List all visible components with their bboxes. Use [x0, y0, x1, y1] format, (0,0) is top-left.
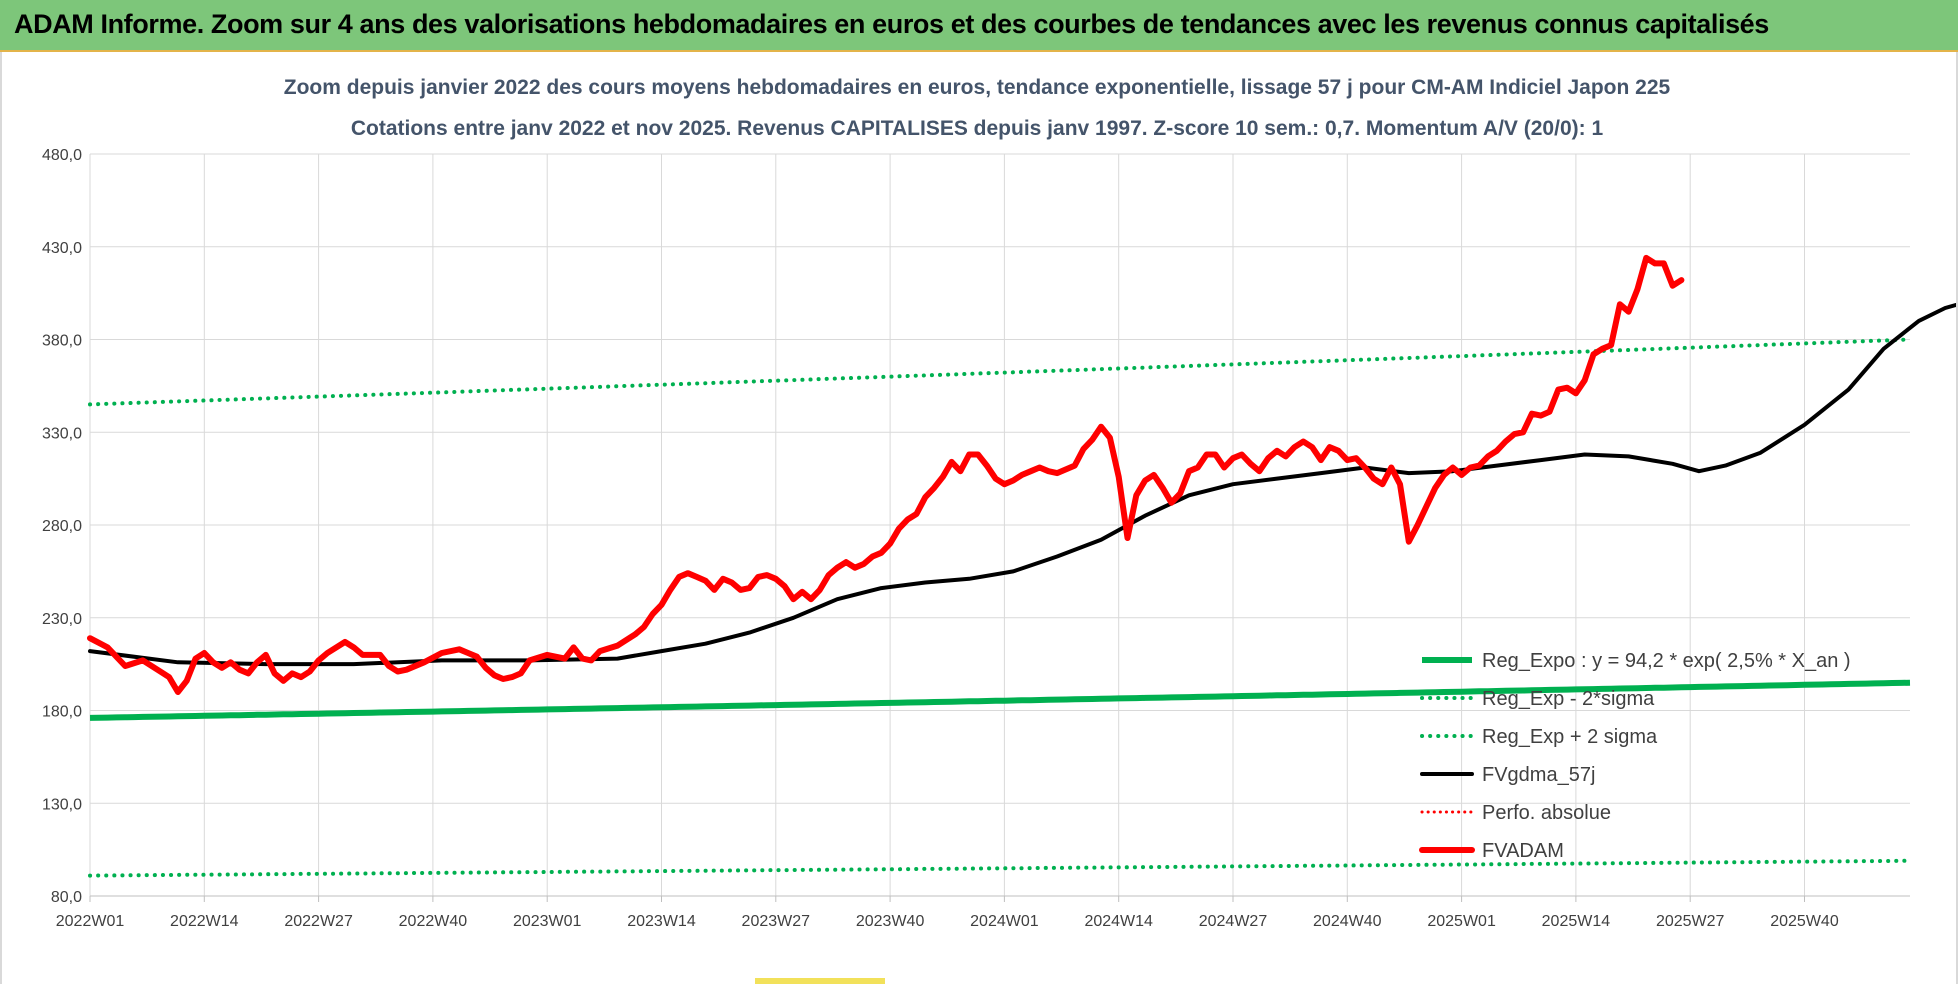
x-tick-label: 2025W01	[1427, 913, 1496, 930]
legend-label: Perfo. absolue	[1482, 802, 1611, 824]
x-tick-label: 2024W14	[1084, 913, 1153, 930]
x-axis-tick-labels: 2022W01 2022W14 2022W27 2022W40 2023W01 2023W…	[56, 913, 1839, 930]
y-tick-label: 80,0	[51, 889, 82, 906]
x-tick-label: 2025W27	[1656, 913, 1725, 930]
x-tick-label: 2023W40	[856, 913, 925, 930]
legend-label: FVADAM	[1482, 840, 1564, 862]
grid	[89, 153, 1910, 902]
x-tick-label: 2022W27	[284, 913, 353, 930]
series-line-reg_exp	[88, 858, 1912, 878]
x-tick-label: 2024W27	[1199, 913, 1268, 930]
line-chart: Zoom depuis janvier 2022 des cours moyen…	[42, 76, 1956, 930]
series-line-fvadam	[87, 254, 1685, 695]
x-tick-label: 2022W14	[170, 913, 239, 930]
x-tick-label: 2025W40	[1770, 913, 1839, 930]
y-tick-label: 330,0	[42, 425, 82, 442]
x-tick-label: 2022W01	[56, 913, 125, 930]
x-tick-label: 2024W40	[1313, 913, 1382, 930]
x-tick-label: 2023W27	[742, 913, 811, 930]
x-tick-label: 2022W40	[399, 913, 468, 930]
y-tick-label: 230,0	[42, 611, 82, 628]
bottom-accent-bar	[755, 978, 885, 984]
y-tick-label: 380,0	[42, 333, 82, 350]
x-tick-label: 2023W01	[513, 913, 582, 930]
legend-label: Reg_Expo : y = 94,2 * exp( 2,5% * X_an )	[1482, 650, 1851, 672]
legend: Reg_Expo : y = 94,2 * exp( 2,5% * X_an )…	[1419, 650, 1851, 862]
series-line-reg_exp	[88, 337, 1912, 407]
y-tick-label: 180,0	[42, 704, 82, 721]
legend-label: FVgdma_57j	[1482, 764, 1595, 786]
chart-subtitle: Cotations entre janv 2022 et nov 2025. R…	[351, 117, 1604, 140]
chart-area: Zoom depuis janvier 2022 des cours moyen…	[0, 52, 1958, 984]
x-tick-label: 2023W14	[627, 913, 696, 930]
y-tick-label: 130,0	[42, 796, 82, 813]
series-line-fvgdma_57j	[88, 302, 1956, 667]
x-tick-label: 2024W01	[970, 913, 1039, 930]
y-tick-label: 280,0	[42, 518, 82, 535]
legend-label: Reg_Exp + 2 sigma	[1482, 726, 1658, 748]
y-tick-label: 480,0	[42, 147, 82, 164]
series-lines	[87, 254, 1956, 878]
x-tick-label: 2025W14	[1542, 913, 1611, 930]
chart-title: Zoom depuis janvier 2022 des cours moyen…	[284, 76, 1671, 99]
report-title: ADAM Informe. Zoom sur 4 ans des valoris…	[14, 9, 1769, 39]
series-line-reg_expo	[89, 679, 1911, 721]
legend-label: Reg_Exp - 2*sigma	[1482, 688, 1655, 710]
y-tick-label: 430,0	[42, 240, 82, 257]
title-banner: ADAM Informe. Zoom sur 4 ans des valoris…	[0, 0, 1958, 52]
y-axis-tick-labels: 80,0 130,0 180,0 230,0 280,0 330,0 380,0 430,0 4…	[42, 147, 82, 906]
